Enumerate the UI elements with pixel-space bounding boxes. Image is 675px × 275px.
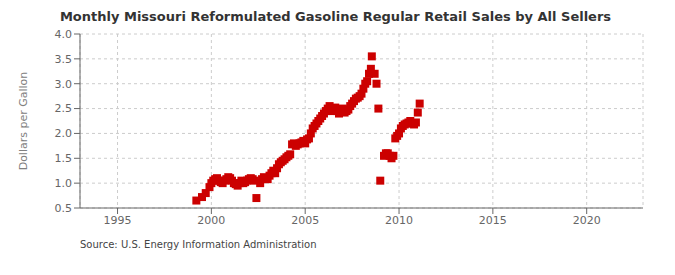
svg-text:1.0: 1.0 [55, 177, 73, 190]
svg-text:2020: 2020 [573, 214, 601, 227]
svg-text:4.0: 4.0 [55, 28, 73, 41]
svg-text:0.5: 0.5 [55, 202, 73, 215]
svg-text:2005: 2005 [291, 214, 319, 227]
svg-text:2.0: 2.0 [55, 127, 73, 140]
svg-text:1.5: 1.5 [55, 152, 73, 165]
svg-text:2015: 2015 [479, 214, 507, 227]
svg-text:Dollars per Gallon: Dollars per Gallon [17, 72, 30, 171]
svg-text:3.5: 3.5 [55, 53, 73, 66]
svg-text:1995: 1995 [104, 214, 132, 227]
svg-text:2010: 2010 [385, 214, 413, 227]
svg-text:2.5: 2.5 [55, 102, 73, 115]
svg-text:2000: 2000 [197, 214, 225, 227]
svg-text:3.0: 3.0 [55, 78, 73, 91]
html-text:Monthly Missouri Reformulated: Monthly Missouri Reformulated Gasoline R… [59, 9, 612, 24]
html-text:Source: U.S. Energy Informatio: Source: U.S. Energy Information Administ… [80, 239, 317, 250]
